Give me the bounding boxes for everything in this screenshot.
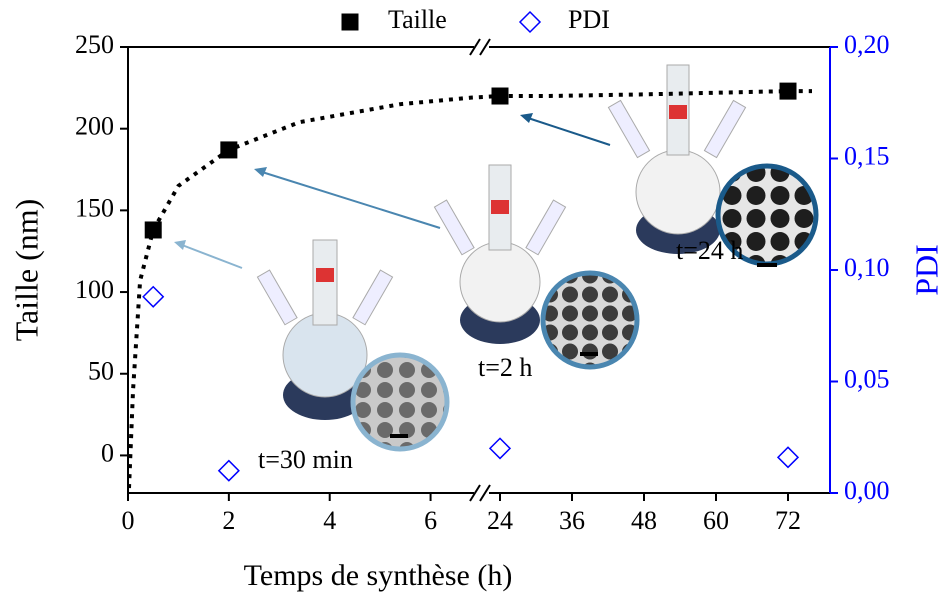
x-tick-label: 60	[703, 506, 729, 535]
data-point	[776, 446, 800, 469]
y-tick-label: 200	[75, 112, 114, 141]
y-tick-label: 0	[101, 438, 114, 467]
y2-tick-label: 0,10	[844, 253, 890, 282]
x-tick-label: 24	[487, 506, 513, 535]
axis-break	[469, 484, 481, 502]
x-tick-label: 4	[323, 506, 336, 535]
y-tick-label: 250	[75, 30, 114, 59]
annotation: t=24 h	[676, 236, 743, 265]
y-tick-label: 150	[75, 193, 114, 222]
legend-marker	[518, 10, 542, 34]
tem-image	[350, 352, 450, 452]
x-tick-label: 48	[631, 506, 657, 535]
x-tick-label: 36	[559, 506, 585, 535]
flask-photo	[256, 239, 394, 420]
axis-break	[479, 38, 491, 56]
legend-label: PDI	[568, 5, 610, 34]
axis-break	[469, 38, 481, 56]
x-tick-label: 2	[222, 506, 235, 535]
flask-photo	[607, 64, 747, 254]
fit-curve	[127, 89, 812, 489]
y-tick-label: 50	[88, 357, 114, 386]
scale-bar	[757, 263, 777, 267]
legend-label: Taille	[388, 5, 447, 34]
data-point	[779, 82, 797, 100]
scale-bar	[390, 434, 408, 438]
x-tick-label: 6	[424, 506, 437, 535]
annotation: t=2 h	[478, 353, 532, 382]
y-axis-label: Taille (nm)	[8, 199, 44, 342]
y2-tick-label: 0,00	[844, 476, 890, 505]
x-tick-label: 72	[775, 506, 801, 535]
flask-photo	[433, 164, 567, 344]
arrow	[174, 113, 611, 269]
y2-axis-label: PDI	[908, 244, 944, 296]
data-point	[217, 459, 240, 482]
axis-break	[479, 484, 491, 502]
x-axis-label: Temps de synthèse (h)	[244, 559, 513, 592]
tem-image	[540, 270, 640, 370]
x-tick-label: 0	[122, 506, 135, 535]
data-point	[488, 437, 512, 460]
data-point	[142, 285, 165, 308]
y2-tick-label: 0,05	[844, 364, 890, 393]
legend-marker	[341, 13, 359, 31]
y2-tick-label: 0,20	[844, 30, 890, 59]
y-tick-label: 100	[75, 275, 114, 304]
annotation: t=30 min	[258, 445, 353, 474]
y2-tick-label: 0,15	[844, 141, 890, 170]
scale-bar	[580, 352, 598, 356]
